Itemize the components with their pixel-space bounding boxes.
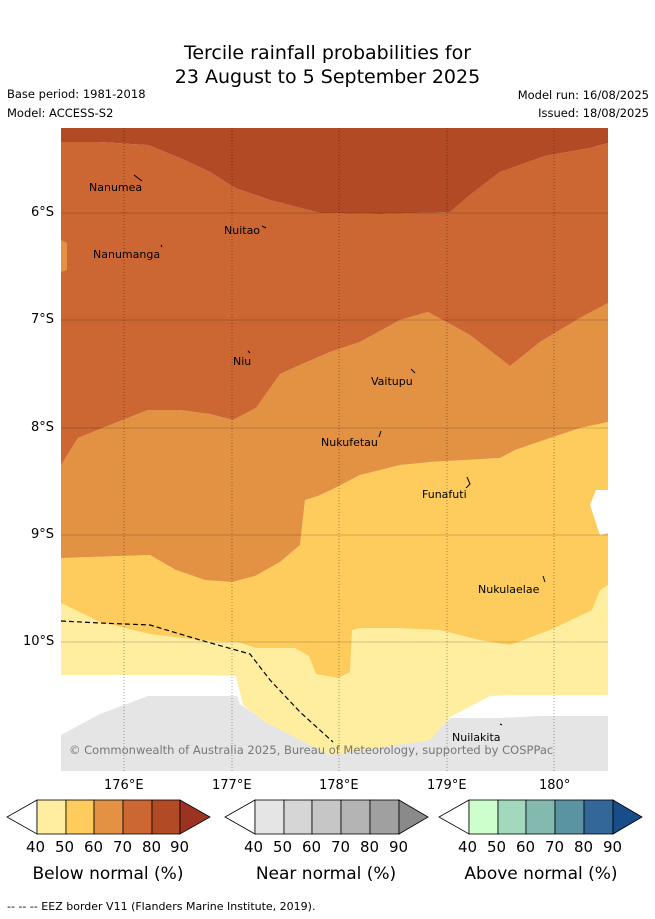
label-nukufetau: Nukufetau <box>321 436 378 449</box>
eez-footnote: -- -- -- EEZ border V11 (Flanders Marine… <box>7 900 316 913</box>
nukulaelae-island <box>542 575 546 583</box>
y-tick-9s: 9°S <box>31 527 55 542</box>
below-normal-50-region <box>61 422 608 678</box>
colorbar-near <box>224 799 429 835</box>
near-normal-40-region <box>61 696 608 771</box>
colorbar-below <box>6 799 211 835</box>
nuilakita-island <box>499 723 503 726</box>
cb-above-tick-80: 80 <box>574 838 594 856</box>
colorbar-below-label: Below normal (%) <box>32 864 184 884</box>
model-name: Model: ACCESS-S2 <box>7 106 114 120</box>
colorbar-near-label: Near normal (%) <box>255 864 397 884</box>
cb-near-tick-70: 70 <box>331 838 351 856</box>
y-tick-7s: 7°S <box>31 312 55 327</box>
cb-below-tick-70: 70 <box>113 838 133 856</box>
cb-below-tick-90: 90 <box>170 838 190 856</box>
label-nanumea: Nanumea <box>89 181 143 194</box>
cb-near-tick-50: 50 <box>273 838 293 856</box>
nuitao-island <box>261 225 267 229</box>
cb-near-tick-80: 80 <box>360 838 380 856</box>
below-normal-60-region <box>61 303 608 582</box>
label-nuilakita: Nuilakita <box>452 731 501 744</box>
cb-near-tick-60: 60 <box>302 838 322 856</box>
cb-above-tick-90: 90 <box>603 838 623 856</box>
page-title: Tercile rainfall probabilities for 23 Au… <box>0 41 655 89</box>
label-nuitao: Nuitao <box>224 224 261 237</box>
cb-below-tick-40: 40 <box>26 838 46 856</box>
islands <box>133 174 546 726</box>
base-period: Base period: 1981-2018 <box>7 87 146 101</box>
cb-above-tick-50: 50 <box>487 838 507 856</box>
cb-below-tick-50: 50 <box>55 838 75 856</box>
label-niu: Niu <box>233 355 252 368</box>
latitude-grid <box>61 212 608 643</box>
model-run: Model run: 16/08/2025 <box>517 88 649 102</box>
cb-near-tick-90: 90 <box>389 838 409 856</box>
x-tick-177e: 177°E <box>212 778 252 793</box>
issued-date: Issued: 18/08/2025 <box>538 106 649 120</box>
label-nukulaelae: Nukulaelae <box>478 583 540 596</box>
nanumanga-island <box>160 244 163 248</box>
x-tick-180: 180° <box>539 778 571 793</box>
cb-above-tick-40: 40 <box>458 838 478 856</box>
cb-below-tick-60: 60 <box>84 838 104 856</box>
cb-below-tick-80: 80 <box>142 838 162 856</box>
title-line-2: 23 August to 5 September 2025 <box>174 66 481 88</box>
niu-island <box>247 350 251 354</box>
funafuti-island <box>465 476 471 489</box>
longitude-grid <box>123 128 555 771</box>
copyright-text: © Commonwealth of Australia 2025, Bureau… <box>69 743 554 757</box>
nanumea-island <box>133 174 143 182</box>
colorbar-above-label: Above normal (%) <box>464 864 618 884</box>
vaitupu-island <box>410 368 416 374</box>
colorbar-above <box>438 799 643 835</box>
label-nanumanga: Nanumanga <box>93 248 161 261</box>
title-line-1: Tercile rainfall probabilities for <box>183 42 472 64</box>
nukufetau-island <box>378 430 382 438</box>
y-tick-10s: 10°S <box>23 634 55 649</box>
cb-above-tick-60: 60 <box>516 838 536 856</box>
below-normal-80-region <box>61 128 608 214</box>
label-vaitupu: Vaitupu <box>371 375 413 388</box>
x-tick-178e: 178°E <box>319 778 359 793</box>
label-funafuti: Funafuti <box>422 488 467 501</box>
x-tick-179e: 179°E <box>427 778 467 793</box>
y-tick-8s: 8°S <box>31 420 55 435</box>
below-normal-60-patch <box>61 240 67 272</box>
cb-near-tick-40: 40 <box>244 838 264 856</box>
y-tick-6s: 6°S <box>31 205 55 220</box>
x-tick-176e: 176°E <box>104 778 144 793</box>
below-normal-70-region <box>61 142 608 465</box>
cb-above-tick-70: 70 <box>545 838 565 856</box>
